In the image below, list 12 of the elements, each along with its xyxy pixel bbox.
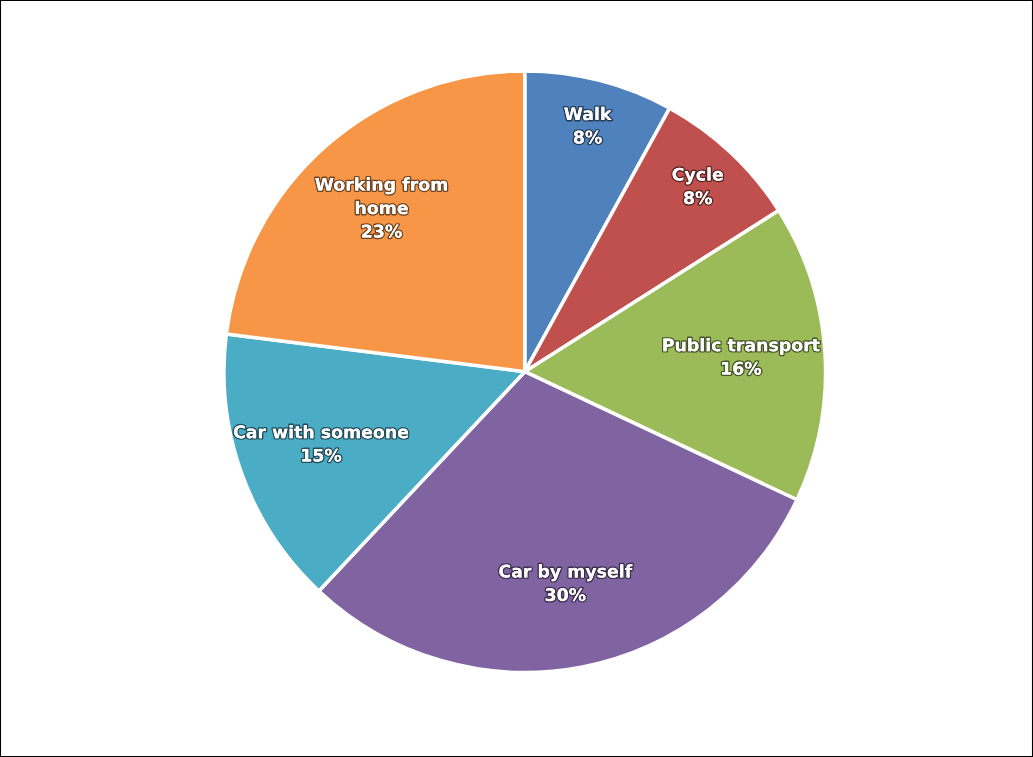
data-label: 23% [362, 224, 402, 238]
data-label: 16% [722, 361, 762, 375]
slice-label: Public transport [663, 337, 820, 355]
slice-label: Working from home [315, 177, 447, 215]
data-label: 8% [573, 130, 602, 144]
data-label: 30% [545, 588, 586, 602]
data-label: 8% [684, 191, 712, 205]
slice-label: Walk [564, 106, 612, 121]
slice-label: Cycle [672, 167, 723, 185]
slice-label: Car by myself [499, 564, 633, 582]
data-label: 15% [302, 448, 342, 462]
slice-label: Car with someone [233, 424, 409, 439]
